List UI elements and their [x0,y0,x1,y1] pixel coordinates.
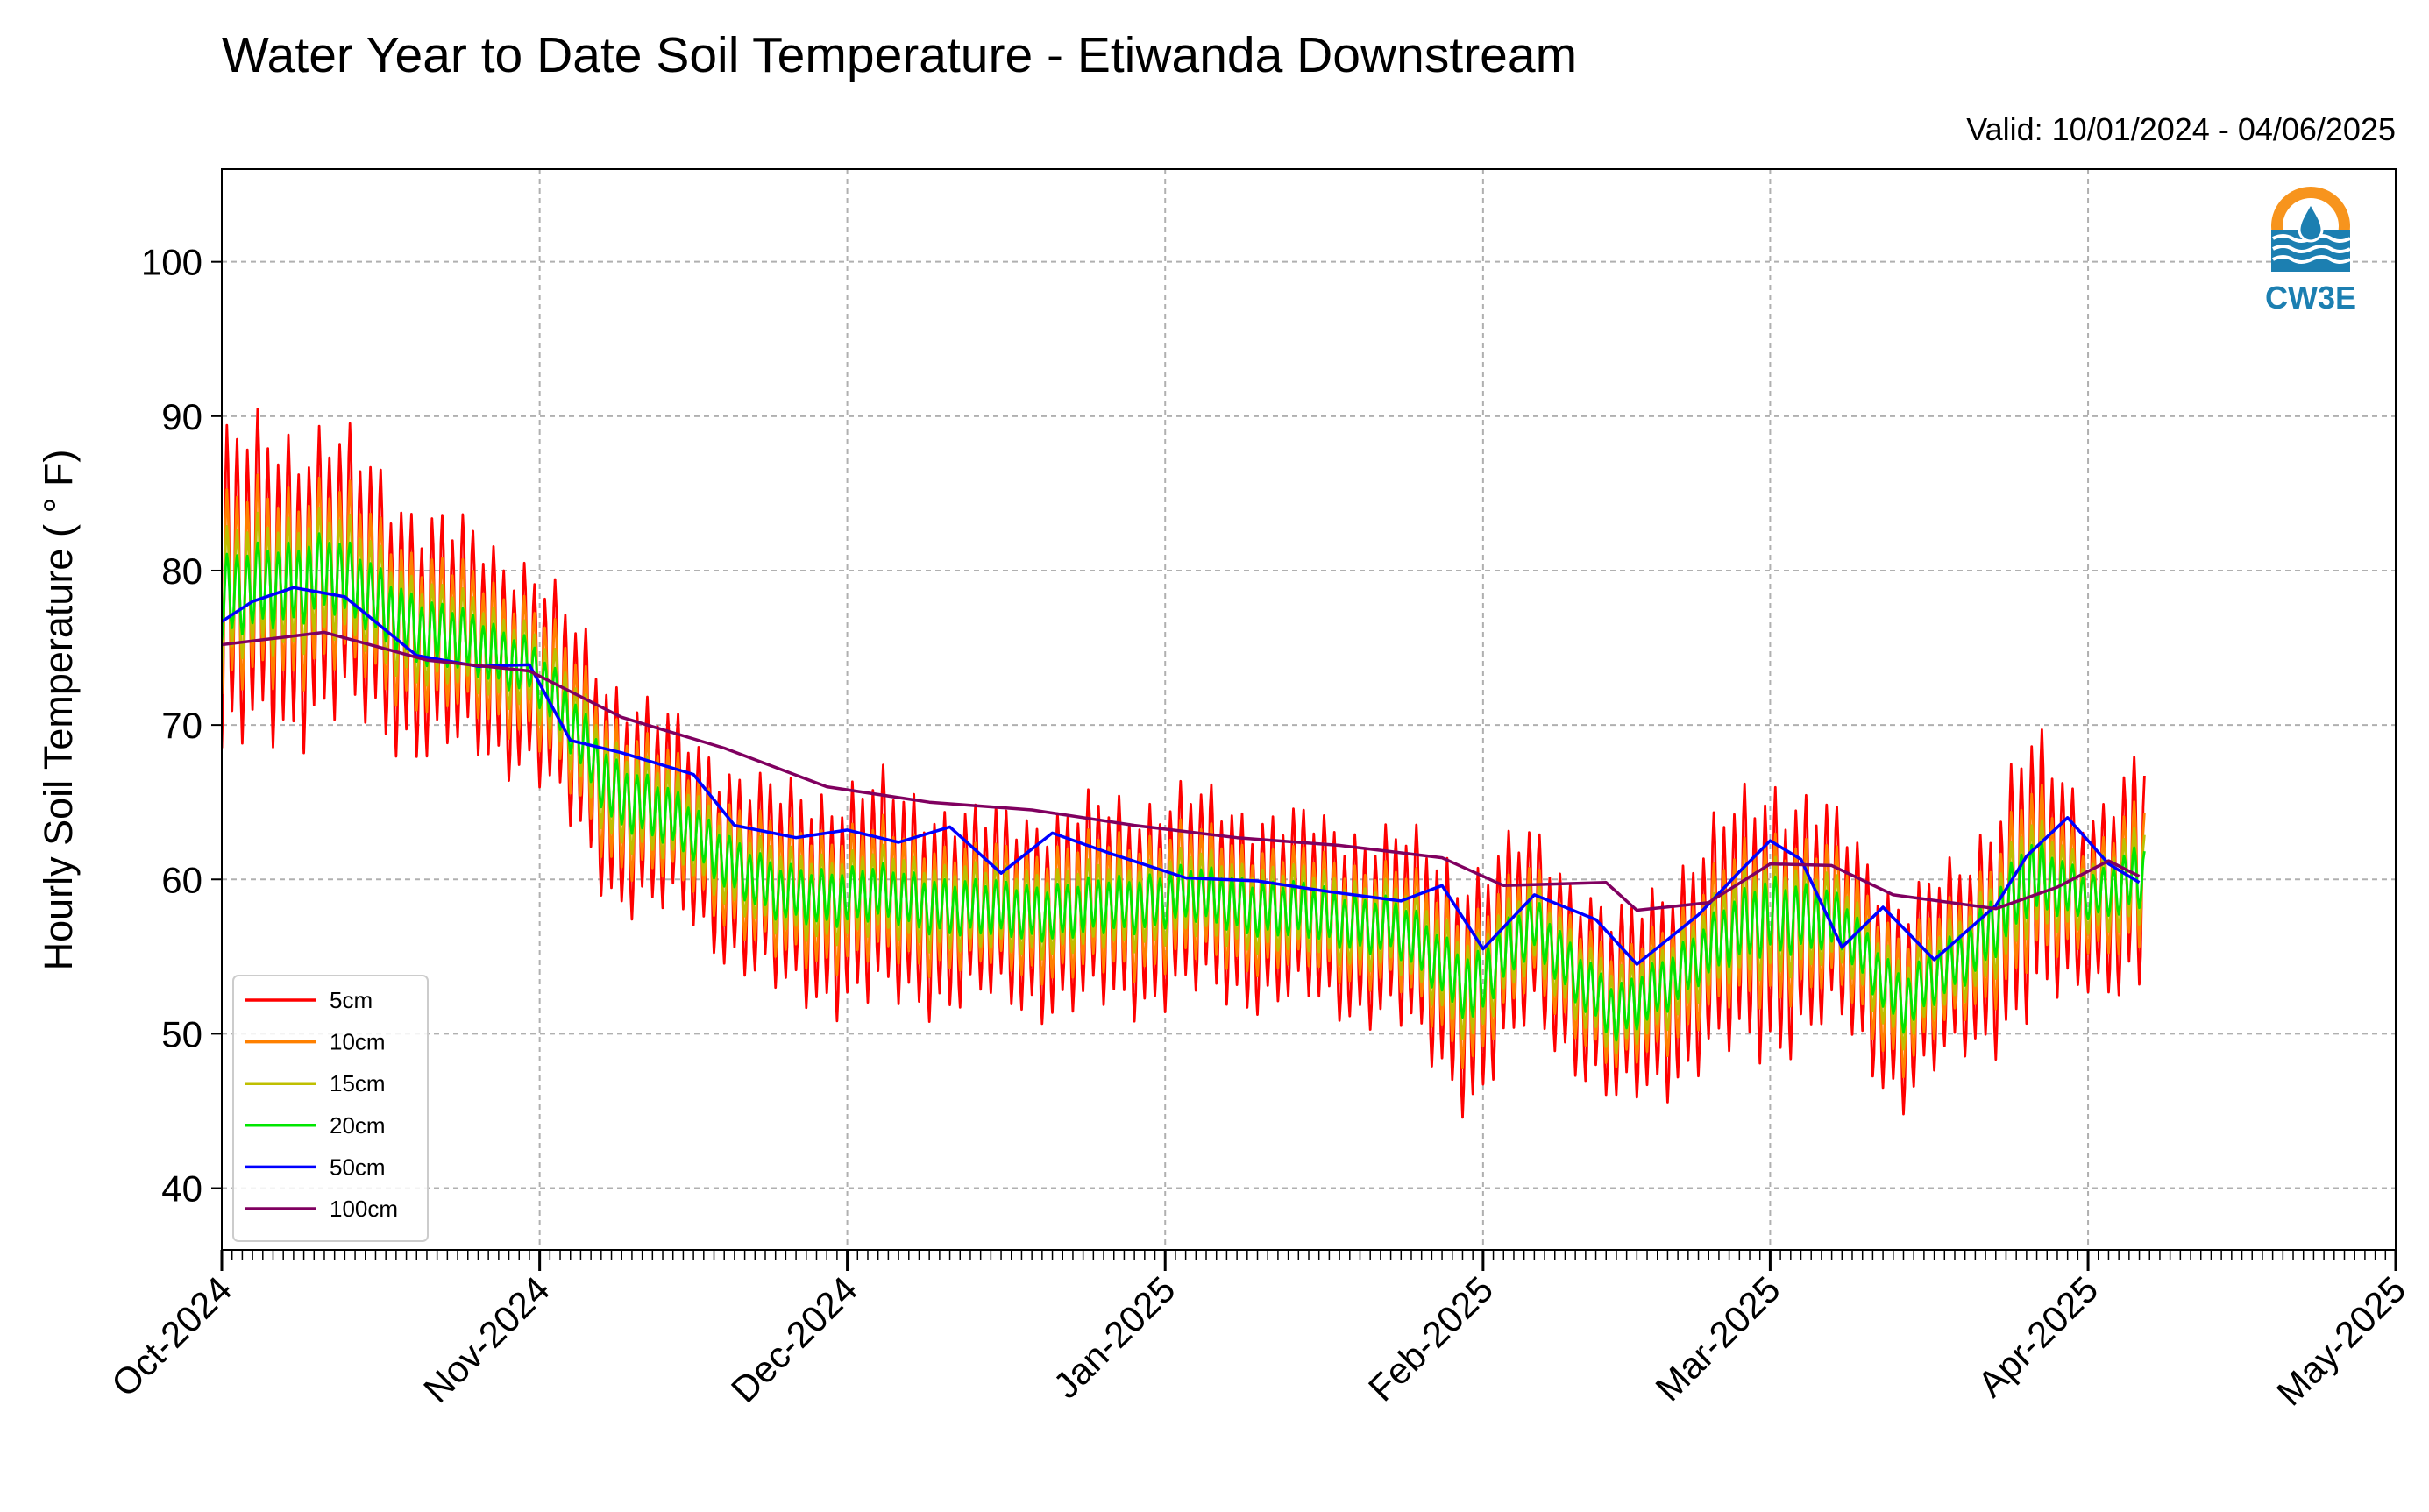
chart-subtitle: Valid: 10/01/2024 - 04/06/2025 [1966,111,2396,147]
y-axis-label: Hourly Soil Temperature ( ° F) [36,450,81,971]
series-line-5cm [222,408,2146,1119]
y-tick-label: 40 [161,1168,202,1210]
legend-label-15cm: 15cm [330,1070,386,1097]
legend-label-20cm: 20cm [330,1112,386,1139]
logo-text: CW3E [2265,280,2356,316]
x-tick-label: Dec-2024 [723,1268,865,1410]
y-tick-label: 60 [161,859,202,900]
y-tick-label: 50 [161,1013,202,1054]
x-tick-label: Jan-2025 [1046,1268,1183,1406]
y-tick-label: 80 [161,550,202,592]
legend-label-5cm: 5cm [330,987,373,1013]
series-line-100cm [222,630,2141,912]
x-tick-label: May-2025 [2269,1268,2413,1413]
y-tick-label: 70 [161,705,202,746]
x-tick-label: Apr-2025 [1970,1268,2106,1404]
x-tick-label: Oct-2024 [103,1268,239,1404]
series-line-50cm [222,586,2141,966]
y-tick-label: 90 [161,396,202,437]
x-tick-label: Nov-2024 [415,1268,558,1410]
series-line-15cm [222,507,2146,1054]
x-tick-label: Feb-2025 [1360,1268,1501,1409]
cw3e-logo: CW3E [2265,187,2356,316]
x-tick-label: Mar-2025 [1647,1268,1787,1409]
y-tick-label: 100 [141,242,202,283]
water-drop-icon [2298,200,2324,243]
chart-title: Water Year to Date Soil Temperature - Et… [222,27,1577,83]
legend-label-10cm: 10cm [330,1029,386,1055]
legend-label-100cm: 100cm [330,1196,398,1222]
legend-label-50cm: 50cm [330,1154,386,1180]
legend: 5cm 10cm 15cm 20cm 50cm 100cm [232,975,429,1242]
series-line-20cm [222,532,2146,1042]
axes: 40 50 60 70 80 90 100 Oct-2024 Nov-2024 Dec-2024 J… [103,242,2413,1414]
series-lines [222,408,2146,1119]
